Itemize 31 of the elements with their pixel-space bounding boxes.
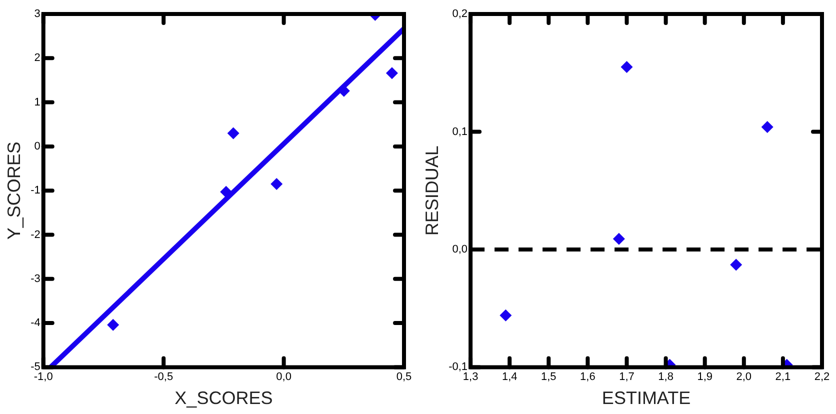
x-tick-label: 1,8 [658,370,674,383]
x-tick-label: 1,3 [462,370,478,383]
x-tick-label: 0,5 [396,370,412,383]
x-tick-label: -0,5 [154,370,174,383]
x-axis-title: ESTIMATE [602,388,691,408]
y-tick-label: 3 [34,8,40,20]
y-axis-title: Y_SCORES [4,142,24,240]
y-tick-label: 2 [34,52,40,64]
y-tick-label: 0,2 [452,8,468,20]
x-axis-title: X_SCORES [174,388,273,408]
x-tick-label: 0,0 [276,370,292,383]
x-tick-label: 1,5 [541,370,556,383]
x-tick-label: 2,0 [736,370,752,383]
y-axis-title: RESIDUAL [422,146,442,236]
x-tick-label: 1,9 [697,370,712,383]
y-tick-label: -0,1 [448,361,468,374]
y-tick-label: -3 [30,272,40,285]
y-tick-label: -4 [30,317,40,330]
y-tick-label: 1 [34,96,40,108]
x-tick-label: 2,1 [775,370,791,383]
x-tick-label: 1,7 [619,370,634,383]
x-tick-label: 1,4 [502,370,518,383]
y-tick-label: 0 [34,140,40,152]
x-tick-label: 1,6 [580,370,596,383]
x-tick-label: -1,0 [34,370,53,383]
y-tick-label: -1 [30,184,40,197]
y-tick-label: 0,1 [452,126,468,138]
y-tick-label: 0,0 [452,244,468,256]
x-tick-label: 2,2 [814,370,830,383]
y-tick-label: -5 [30,361,40,374]
y-tick-label: -2 [30,228,40,241]
